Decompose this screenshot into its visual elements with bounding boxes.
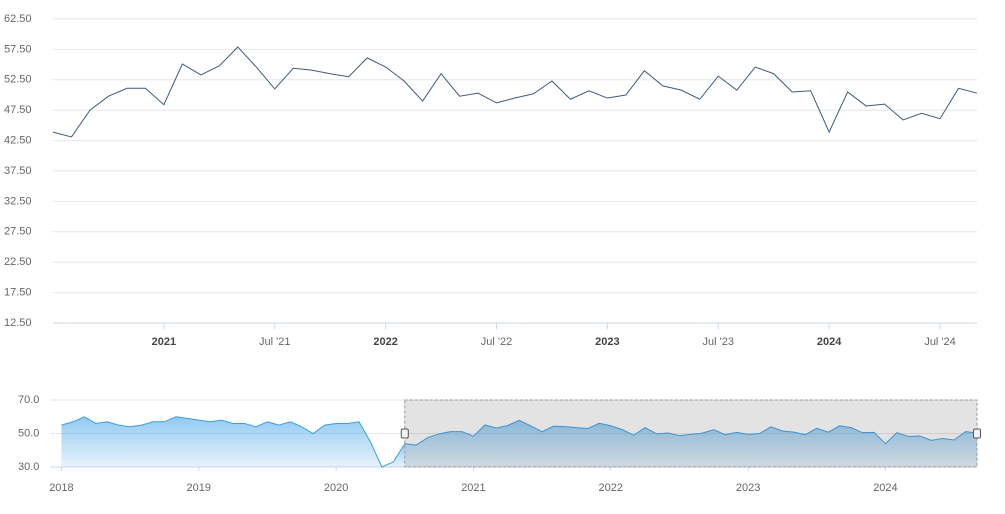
y-tick-label: 17.50 bbox=[4, 287, 32, 299]
x-tick-label: 2021 bbox=[461, 482, 485, 494]
y-tick-label: 62.50 bbox=[4, 13, 32, 25]
x-tick-label: Jul '22 bbox=[481, 336, 512, 348]
y-tick-label: 42.50 bbox=[4, 135, 32, 147]
navigator-line bbox=[61, 416, 394, 468]
navigator-joint-line bbox=[392, 443, 406, 463]
y-tick-label: 37.50 bbox=[4, 165, 32, 177]
y-tick-label: 32.50 bbox=[4, 195, 32, 207]
navigator-area bbox=[404, 420, 977, 467]
navigator-joint bbox=[393, 443, 405, 467]
x-tick-label: Jul '23 bbox=[703, 336, 734, 348]
data-line bbox=[52, 46, 978, 138]
y-tick-label: 47.50 bbox=[4, 104, 32, 116]
navigator-handle[interactable] bbox=[973, 428, 981, 439]
x-tick-label: Jul '21 bbox=[259, 336, 290, 348]
y-tick-label: 27.50 bbox=[4, 226, 32, 238]
x-tick-label: 2020 bbox=[324, 482, 348, 494]
y-tick-label: 57.50 bbox=[4, 43, 32, 55]
x-tick-label: 2021 bbox=[152, 336, 176, 348]
y-tick-label: 52.50 bbox=[4, 74, 32, 86]
x-tick-label: 2022 bbox=[599, 482, 623, 494]
x-tick-label: 2018 bbox=[49, 482, 73, 494]
y-tick-label: 22.50 bbox=[4, 256, 32, 268]
y-tick-label: 12.50 bbox=[4, 317, 32, 329]
x-tick-label: 2022 bbox=[373, 336, 397, 348]
navigator-line bbox=[404, 419, 978, 446]
navigator-handle[interactable] bbox=[400, 428, 409, 439]
navigator-area bbox=[61, 416, 394, 467]
y-tick-label: 50.0 bbox=[18, 427, 39, 439]
y-tick-label: 70.0 bbox=[18, 394, 39, 406]
x-tick-label: Jul '24 bbox=[924, 336, 955, 348]
x-tick-label: 2019 bbox=[187, 482, 211, 494]
y-tick-label: 30.0 bbox=[18, 461, 39, 473]
x-tick-label: 2024 bbox=[873, 482, 897, 494]
navigator-selection bbox=[404, 399, 978, 468]
x-tick-label: 2024 bbox=[817, 336, 842, 348]
x-tick-label: 2023 bbox=[595, 336, 619, 348]
x-tick-label: 2023 bbox=[736, 482, 760, 494]
